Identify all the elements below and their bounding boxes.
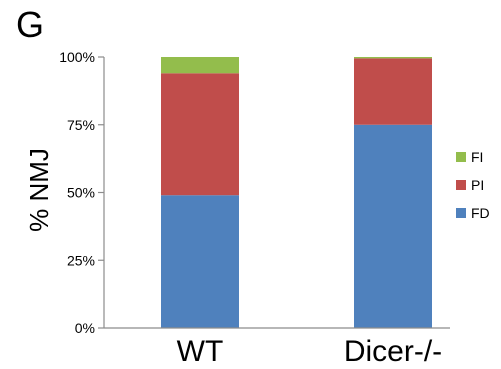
y-tick-label: 75% bbox=[67, 117, 95, 133]
x-tick-label: WT bbox=[177, 335, 224, 368]
bar-segment-pi-1 bbox=[354, 58, 432, 125]
bar-segment-fi-0 bbox=[161, 57, 239, 74]
legend: FI PI FD bbox=[456, 149, 490, 221]
legend-swatch-fi bbox=[456, 152, 466, 162]
x-tick-label: Dicer-/- bbox=[344, 335, 442, 368]
panel-label: G bbox=[16, 4, 44, 45]
bars bbox=[161, 57, 432, 328]
bar-segment-fd-1 bbox=[354, 124, 432, 328]
x-axis-ticks: WT Dicer-/- bbox=[177, 335, 442, 368]
legend-label-pi: PI bbox=[471, 177, 484, 193]
y-tick-label: 50% bbox=[67, 185, 95, 201]
y-tick-label: 100% bbox=[59, 49, 95, 65]
legend-swatch-pi bbox=[456, 180, 466, 190]
y-axis-ticks: 0% 25% 50% 75% 100% bbox=[59, 49, 104, 336]
legend-swatch-fd bbox=[456, 208, 466, 218]
legend-label-fi: FI bbox=[471, 149, 483, 165]
y-tick-label: 0% bbox=[75, 320, 95, 336]
bar-segment-fd-0 bbox=[161, 195, 239, 328]
legend-label-fd: FD bbox=[471, 205, 490, 221]
y-axis-label: % NMJ bbox=[24, 148, 54, 232]
bar-segment-pi-0 bbox=[161, 73, 239, 196]
y-tick-label: 25% bbox=[67, 252, 95, 268]
bar-segment-fi-1 bbox=[354, 57, 432, 59]
